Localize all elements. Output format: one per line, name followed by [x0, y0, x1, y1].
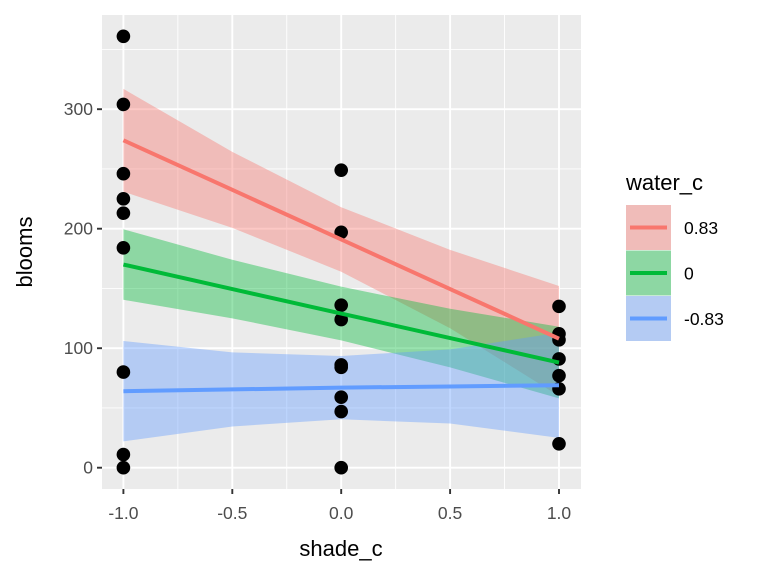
axes: -1.0 -0.5 0.0 0.5 1.0 0 100 200 300 [64, 99, 572, 523]
data-point [116, 29, 131, 44]
ribbon-0.83 [123, 88, 560, 396]
data-point [552, 299, 566, 314]
x-tick-label: 1.0 [547, 503, 572, 523]
y-tick-label: 0 [83, 458, 93, 478]
data-point [116, 447, 131, 462]
x-tick-label: -0.5 [217, 503, 247, 523]
data-point [116, 166, 131, 181]
legend: water_c 0.83 0 -0.83 [625, 170, 724, 341]
data-point [116, 192, 131, 206]
data-points [116, 29, 566, 475]
data-point [116, 365, 131, 379]
y-tick-label: 300 [64, 99, 93, 119]
x-tick-label: 0.0 [329, 503, 354, 523]
y-tick-label: 200 [64, 219, 93, 239]
data-point [334, 460, 349, 475]
data-point [552, 352, 566, 366]
data-point [334, 163, 349, 177]
legend-label: -0.83 [684, 309, 724, 329]
data-point [334, 225, 349, 240]
x-tick-label: -1.0 [108, 503, 138, 523]
x-tick-label: 0.5 [438, 503, 462, 523]
data-point [334, 298, 349, 312]
data-point [334, 360, 349, 375]
data-point [552, 368, 566, 383]
legend-title: water_c [625, 170, 703, 195]
data-point [334, 404, 349, 419]
fit-lines [122, 138, 560, 394]
data-point [116, 241, 131, 255]
legend-label: 0.83 [684, 218, 718, 238]
data-point [116, 206, 131, 220]
legend-label: 0 [684, 264, 694, 284]
fit-line-0.83 [122, 138, 560, 341]
x-axis-label: shade_c [299, 536, 382, 561]
fit-line--0.83 [123, 383, 560, 394]
data-point [552, 437, 566, 451]
y-tick-label: 100 [64, 338, 93, 358]
fit-line-0 [122, 262, 560, 365]
data-point [116, 460, 131, 475]
y-axis-label: blooms [12, 217, 37, 288]
data-point [334, 390, 349, 404]
data-point [116, 97, 131, 112]
